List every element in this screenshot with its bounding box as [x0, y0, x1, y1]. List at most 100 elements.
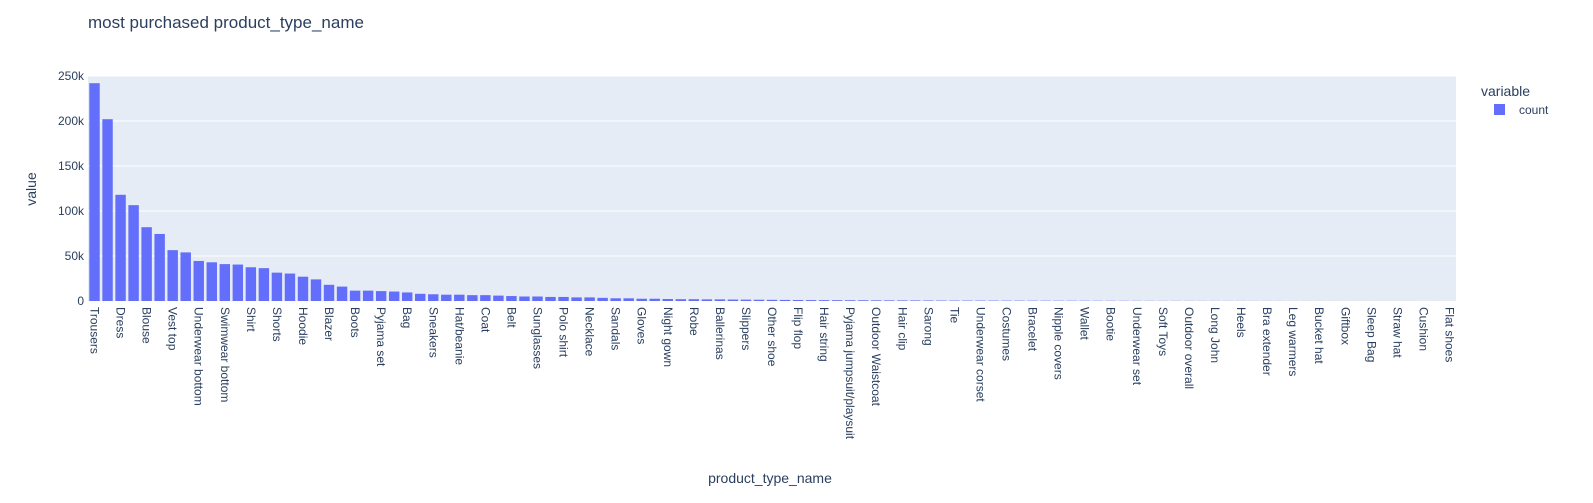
bar[interactable] — [740, 299, 752, 301]
x-tick-label: Underwear corset — [973, 307, 987, 402]
bar[interactable] — [454, 294, 465, 301]
bar[interactable] — [884, 300, 895, 301]
bar[interactable] — [271, 272, 283, 301]
bar[interactable] — [792, 300, 804, 301]
y-tick-label: 200k — [58, 114, 85, 128]
bar[interactable] — [362, 290, 374, 301]
x-tick-label: Sleep Bag — [1364, 307, 1378, 362]
x-tick-label: Ballerinas — [713, 307, 727, 360]
bar[interactable] — [415, 293, 426, 301]
x-tick-label: Belt — [504, 307, 518, 328]
bar[interactable] — [336, 286, 348, 301]
bar[interactable] — [636, 298, 647, 301]
x-axis-title: product_type_name — [708, 470, 832, 486]
x-tick-label: Bootie — [1104, 307, 1118, 341]
bar[interactable] — [428, 294, 439, 301]
bar[interactable] — [219, 264, 231, 301]
bar[interactable] — [180, 252, 191, 301]
y-tick-label: 150k — [58, 159, 85, 173]
x-tick-label: Swimwear bottom — [218, 307, 232, 402]
bar[interactable] — [323, 284, 335, 301]
x-tick-label: Vest top — [166, 307, 180, 351]
x-tick-label: Sneakers — [426, 307, 440, 358]
bar[interactable] — [167, 250, 178, 301]
bar[interactable] — [467, 295, 478, 301]
bar[interactable] — [597, 297, 608, 301]
legend-swatch-count[interactable] — [1494, 104, 1505, 115]
y-tick-label: 250k — [58, 69, 85, 83]
bar[interactable] — [375, 291, 387, 301]
bar[interactable] — [284, 273, 296, 301]
bar[interactable] — [545, 296, 556, 301]
gridlines — [88, 75, 1456, 257]
x-tick-label: Heels — [1234, 307, 1248, 338]
bar[interactable] — [766, 299, 778, 301]
bar[interactable] — [441, 294, 452, 301]
chart-title: most purchased product_type_name — [88, 13, 364, 32]
bar[interactable] — [727, 299, 739, 301]
bar[interactable] — [779, 299, 791, 301]
bar[interactable] — [154, 233, 165, 301]
x-tick-label: Flat shoes — [1442, 307, 1456, 362]
x-tick-label: Sandals — [609, 307, 623, 350]
x-tick-label: Hoodie — [296, 307, 310, 345]
bar[interactable] — [480, 295, 491, 301]
bar[interactable] — [193, 260, 204, 301]
bar[interactable] — [141, 227, 152, 301]
bar[interactable] — [206, 262, 217, 301]
bar[interactable] — [610, 298, 621, 301]
bar[interactable] — [89, 83, 100, 301]
bar[interactable] — [805, 300, 817, 301]
y-tick-label: 100k — [58, 204, 85, 218]
bar[interactable] — [831, 300, 843, 301]
x-tick-label: Shorts — [270, 307, 284, 342]
x-tick-label: Bag — [400, 307, 414, 328]
x-tick-label: Coat — [478, 307, 492, 333]
bar[interactable] — [662, 299, 673, 301]
bar[interactable] — [388, 291, 400, 301]
legend-label-count[interactable]: count — [1519, 103, 1549, 117]
bar[interactable] — [753, 299, 765, 301]
bar[interactable] — [910, 300, 921, 301]
bar[interactable] — [571, 297, 582, 301]
bar[interactable] — [701, 299, 713, 301]
bar[interactable] — [623, 298, 634, 301]
bar[interactable] — [558, 296, 569, 301]
bar[interactable] — [897, 300, 908, 301]
bar[interactable] — [818, 300, 830, 301]
bar[interactable] — [844, 300, 856, 301]
bar[interactable] — [688, 299, 700, 301]
bar[interactable] — [310, 279, 322, 301]
bar[interactable] — [871, 300, 882, 301]
bar[interactable] — [232, 264, 244, 301]
x-tick-label: Leg warmers — [1286, 307, 1300, 376]
bar[interactable] — [297, 276, 309, 301]
bar[interactable] — [401, 292, 413, 301]
bar[interactable] — [506, 296, 517, 301]
bars — [89, 83, 1455, 302]
bar[interactable] — [675, 299, 687, 301]
x-tick-label: Giftbox — [1338, 307, 1352, 345]
bar[interactable] — [245, 267, 257, 301]
x-tick-label: Sunglasses — [530, 307, 544, 369]
bar[interactable] — [102, 119, 113, 301]
bar[interactable] — [532, 296, 543, 302]
bar[interactable] — [714, 299, 726, 301]
x-tick-label: Hair string — [817, 307, 831, 362]
bar[interactable] — [649, 298, 660, 301]
x-tick-label: Flip flop — [791, 307, 805, 349]
bar[interactable] — [857, 300, 869, 301]
bar[interactable] — [519, 296, 530, 302]
y-tick-label: 50k — [65, 249, 85, 263]
bar[interactable] — [258, 268, 270, 301]
x-tick-label: Blouse — [140, 307, 154, 344]
bar[interactable] — [349, 290, 361, 301]
x-tick-label: Outdoor overall — [1182, 307, 1196, 389]
bar[interactable] — [584, 297, 595, 301]
y-tick-labels: 0 50k 100k 150k 200k 250k — [58, 69, 85, 308]
bar[interactable] — [115, 194, 126, 301]
bar[interactable] — [493, 295, 504, 301]
bar[interactable] — [128, 205, 139, 301]
y-axis-title: value — [23, 172, 39, 206]
